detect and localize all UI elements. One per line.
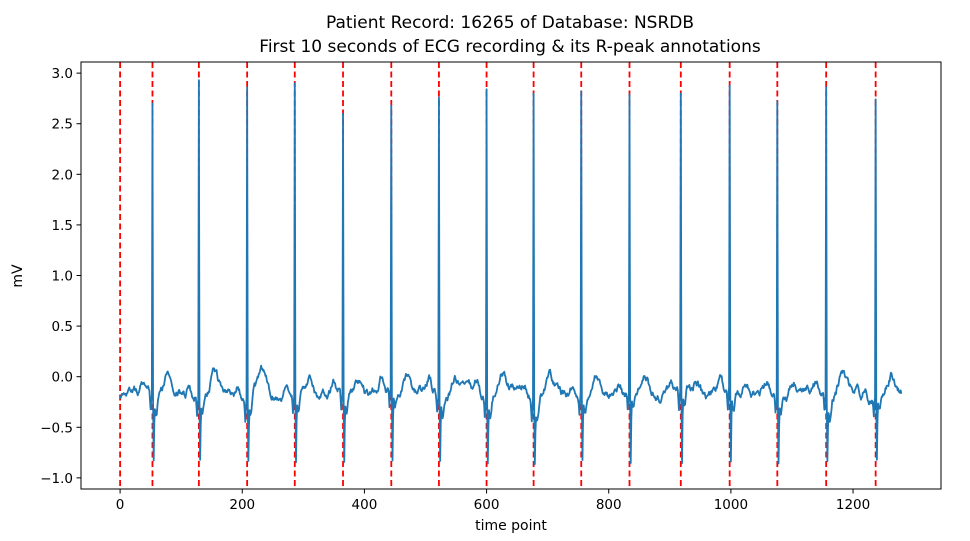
- x-tick-label: 1200: [836, 497, 870, 513]
- ecg-signal-line: [119, 79, 903, 465]
- r-peak-annotation-lines: [119, 62, 877, 489]
- plot-frame: [80, 61, 942, 490]
- chart-title: Patient Record: 16265 of Database: NSRDB: [326, 13, 694, 33]
- x-tick-label: 1000: [714, 497, 748, 513]
- ecg-signal-series: [119, 79, 903, 465]
- y-tick-label: 1.0: [52, 269, 73, 285]
- y-axis-ticks: −1.0 −0.5 0.0 0.5 1.0 1.5 2.0 2.5 3.0: [40, 66, 81, 487]
- y-tick-label: 0.5: [52, 319, 73, 335]
- y-tick-label: 2.0: [52, 167, 73, 183]
- chart-subtitle: First 10 seconds of ECG recording & its …: [259, 37, 761, 57]
- x-tick-label: 0: [116, 497, 125, 513]
- x-tick-label: 400: [352, 497, 378, 513]
- x-axis-ticks: 0 200 400 600 800 1000 1200: [116, 489, 870, 513]
- y-tick-label: 1.5: [52, 218, 73, 234]
- x-tick-label: 600: [474, 497, 500, 513]
- y-tick-label: 3.0: [52, 66, 73, 82]
- y-tick-label: −0.5: [40, 420, 73, 436]
- x-tick-label: 200: [229, 497, 255, 513]
- x-tick-label: 800: [596, 497, 622, 513]
- y-tick-label: −1.0: [40, 471, 73, 487]
- y-axis-label: mV: [10, 264, 26, 288]
- x-axis-label: time point: [475, 518, 547, 534]
- y-tick-label: 2.5: [52, 117, 73, 133]
- y-tick-label: 0.0: [52, 370, 73, 386]
